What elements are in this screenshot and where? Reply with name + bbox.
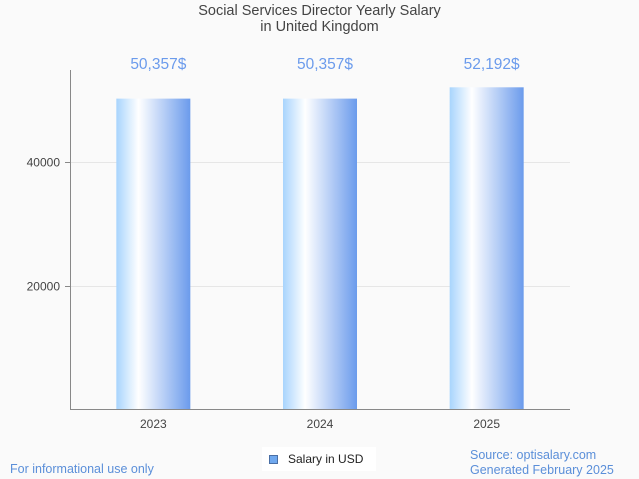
source-info: Source: optisalary.com Generated Februar… [470, 448, 614, 478]
data-label: 50,357$ [297, 56, 353, 73]
disclaimer-text: For informational use only [10, 462, 154, 476]
y-tick-label: 40000 [27, 156, 61, 170]
chart-title: Social Services Director Yearly Salary i… [0, 3, 639, 35]
y-tick-label: 20000 [27, 280, 61, 294]
chart-title-line-2: in United Kingdom [260, 19, 379, 35]
legend-swatch [269, 454, 278, 464]
bar-2025 [449, 87, 524, 409]
data-label: 52,192$ [464, 56, 520, 73]
data-label: 50,357$ [130, 56, 186, 73]
x-tick-label: 2024 [307, 417, 334, 431]
bar-2024 [283, 98, 357, 409]
legend-label: Salary in USD [288, 452, 364, 466]
bar-2023 [116, 98, 191, 409]
bars [116, 87, 524, 409]
labels: 20000 40000 50,357$ 2023 50,357$ 2024 52,192$ 2… [27, 56, 520, 431]
legend: Salary in USD [262, 447, 376, 471]
generated-date: Generated February 2025 [470, 463, 614, 477]
source-link[interactable]: Source: optisalary.com [470, 448, 597, 462]
chart-title-line-1: Social Services Director Yearly Salary [198, 3, 441, 19]
x-tick-label: 2025 [473, 417, 500, 431]
x-tick-label: 2023 [140, 417, 167, 431]
axes [65, 70, 570, 410]
